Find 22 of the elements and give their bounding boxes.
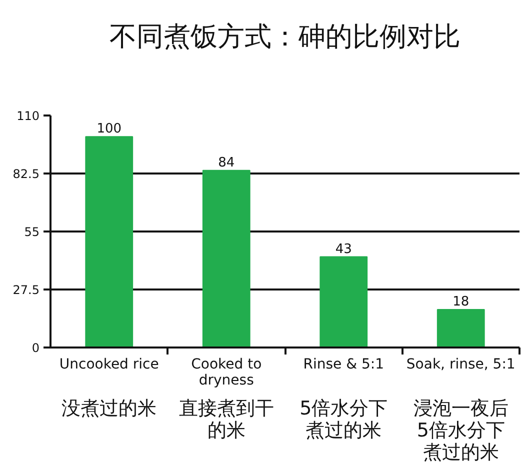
x-tick-label: Uncooked rice xyxy=(59,356,159,372)
data-label: 18 xyxy=(452,294,470,310)
bar xyxy=(202,170,250,348)
data-label: 84 xyxy=(218,155,235,170)
text: 浸泡一夜后5倍水分下煮过的米 xyxy=(413,398,508,464)
y-tick-label: 27.5 xyxy=(12,283,40,297)
data-label: 100 xyxy=(96,122,122,137)
chart-title: 不同煮饭方式：砷的比例对比 xyxy=(110,22,460,52)
text: 直接煮到干的米 xyxy=(178,398,274,442)
bar xyxy=(436,309,485,348)
data-label: 43 xyxy=(335,242,352,257)
y-tick-label: 55 xyxy=(24,225,40,239)
y-tick-label: 0 xyxy=(32,341,40,355)
text: 没煮过的米 xyxy=(62,398,157,420)
text: 5倍水分下煮过的米 xyxy=(300,398,388,442)
bar xyxy=(85,136,134,348)
y-tick-label: 82.5 xyxy=(12,167,40,181)
x-tick-label: Soak, rinse, 5:1 xyxy=(406,356,516,372)
bar xyxy=(320,256,368,348)
y-tick-label: 110 xyxy=(16,109,40,123)
x-tick-label: Cooked to dryness xyxy=(191,356,262,388)
x-tick-label: Rinse & 5:1 xyxy=(303,356,384,372)
